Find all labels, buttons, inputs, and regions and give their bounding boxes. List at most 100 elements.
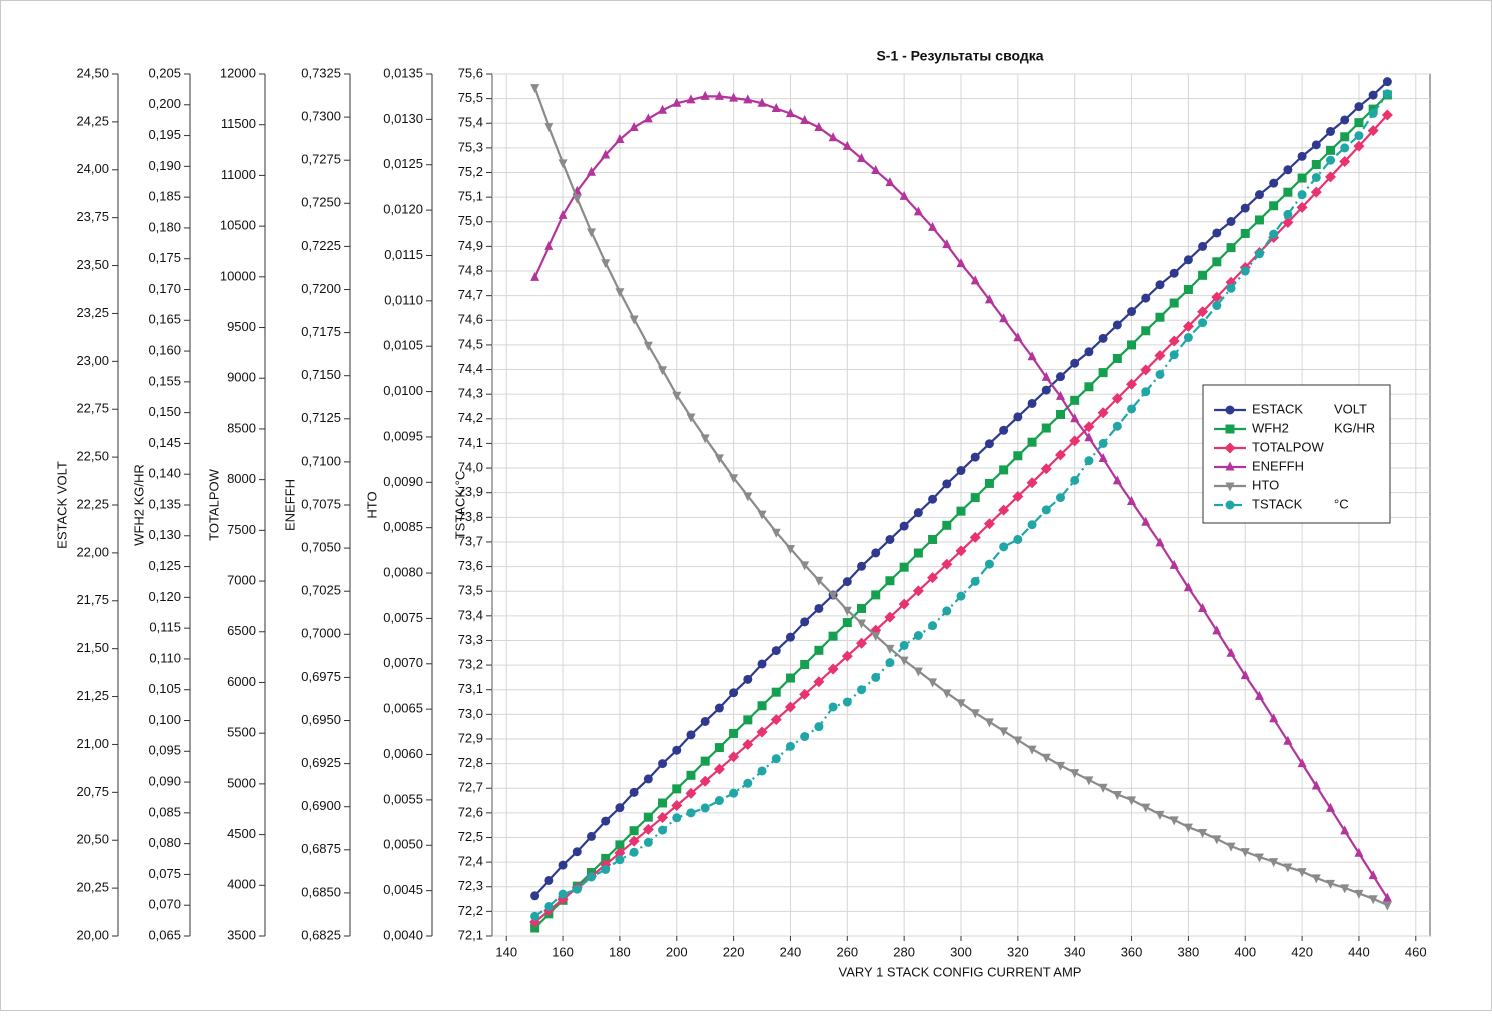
marker (814, 645, 824, 655)
marker (885, 534, 895, 544)
y-tick-label: 0,0130 (383, 111, 423, 126)
marker (1254, 853, 1264, 863)
marker (658, 366, 668, 376)
marker (1254, 690, 1264, 700)
marker (1354, 847, 1364, 857)
marker (1297, 868, 1307, 878)
marker (629, 121, 639, 131)
marker (1326, 145, 1336, 155)
marker (1070, 769, 1080, 779)
y-tick-label: 0,7200 (301, 281, 341, 296)
marker (913, 667, 923, 677)
marker (1339, 156, 1351, 168)
marker (601, 259, 611, 269)
y-tick-label: 0,065 (148, 927, 181, 942)
marker (1169, 350, 1179, 360)
marker (1198, 602, 1208, 612)
marker (841, 650, 853, 662)
legend-unit: KG/HR (1334, 420, 1375, 435)
marker (984, 294, 994, 304)
y-tick-label: 0,6825 (301, 927, 341, 942)
y-tick-label: 74,6 (458, 312, 483, 327)
y-tick-label: 0,0135 (383, 65, 423, 80)
y-tick-label: 0,0075 (383, 610, 423, 625)
y-tick-label: 72,2 (458, 903, 483, 918)
marker (1111, 393, 1123, 405)
marker (1226, 283, 1236, 293)
y-tick-label: 0,110 (149, 650, 181, 665)
marker (1382, 892, 1392, 902)
legend-label: ENEFFH (1252, 458, 1304, 473)
marker (642, 823, 654, 835)
y-tick-label: 0,180 (148, 219, 181, 234)
y-tick-label: 73,9 (458, 484, 483, 499)
marker (984, 478, 994, 488)
marker (771, 754, 781, 764)
marker (699, 775, 711, 787)
y-tick-label: 0,0060 (383, 746, 423, 761)
marker (530, 923, 540, 933)
y-tick-label: 0,0040 (383, 927, 423, 942)
y-tick-label: 74,0 (458, 459, 483, 474)
marker (1183, 823, 1193, 833)
y-tick-label: 20,50 (76, 832, 109, 847)
marker (1254, 249, 1264, 259)
marker (1169, 268, 1179, 278)
y-tick-label: 0,7050 (301, 540, 341, 555)
marker (1041, 371, 1051, 381)
marker (1224, 442, 1236, 454)
marker (1098, 783, 1108, 793)
marker (928, 494, 938, 504)
marker (842, 618, 852, 628)
y-tick-label: 74,7 (458, 287, 483, 302)
marker (572, 194, 582, 204)
marker (1140, 364, 1152, 376)
marker (1098, 333, 1108, 343)
marker (799, 688, 811, 700)
marker (1340, 132, 1350, 142)
marker (714, 703, 724, 713)
marker (1198, 318, 1208, 328)
marker (1112, 475, 1122, 485)
y-tick-label: 74,4 (458, 361, 483, 376)
marker (1070, 358, 1080, 368)
marker (828, 132, 838, 142)
y-tick-label: 0,160 (148, 343, 181, 358)
marker (913, 508, 923, 518)
marker (999, 727, 1009, 737)
marker (800, 659, 810, 669)
marker (743, 715, 753, 725)
y-tick-label: 73,2 (458, 657, 483, 672)
y-tick-label: 75,1 (458, 189, 483, 204)
marker (999, 313, 1009, 323)
marker (942, 239, 952, 249)
y-tick-label: 22,50 (76, 449, 109, 464)
marker (1367, 125, 1379, 137)
marker (1041, 753, 1051, 763)
marker (657, 811, 669, 823)
marker (757, 659, 767, 669)
y-tick-label: 0,0120 (383, 202, 423, 217)
y-tick-label: 6000 (227, 674, 256, 689)
y-tick-label: 0,0050 (383, 837, 423, 852)
y-tick-label: 5000 (227, 775, 256, 790)
x-tick-label: 200 (666, 944, 688, 959)
marker (1098, 438, 1108, 448)
marker (1311, 160, 1321, 170)
y-tick-label: 0,150 (148, 404, 181, 419)
marker (1368, 108, 1378, 118)
y-axis-label: TOTALPOW (206, 468, 221, 540)
marker (1083, 421, 1095, 433)
marker (1013, 412, 1023, 422)
marker (1311, 780, 1321, 790)
y-tick-label: 73,4 (458, 607, 483, 622)
marker (700, 716, 710, 726)
marker (984, 718, 994, 728)
marker (643, 113, 653, 123)
marker (941, 558, 953, 570)
y-tick-label: 0,0070 (383, 655, 423, 670)
y-tick-label: 6500 (227, 623, 256, 638)
marker (1141, 293, 1151, 303)
y-tick-label: 0,125 (148, 558, 181, 573)
